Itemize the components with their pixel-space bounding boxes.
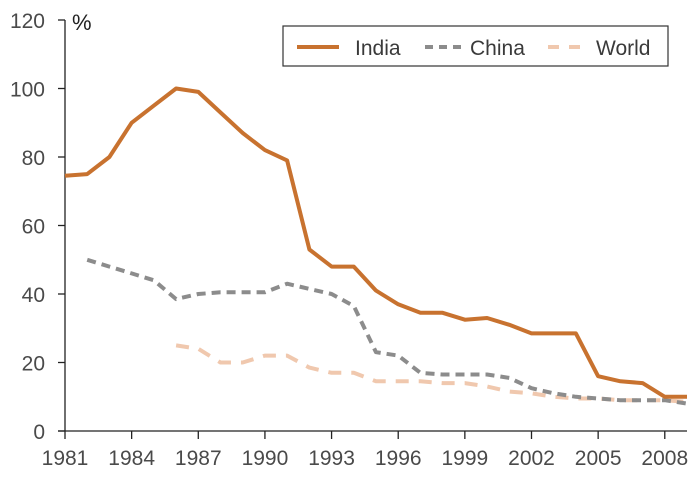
y-axis-unit-label: % <box>72 10 92 35</box>
y-tick-label: 40 <box>22 284 45 307</box>
y-tick-label: 0 <box>33 421 45 444</box>
x-tick-label: 2008 <box>641 447 688 470</box>
data-point-china <box>552 391 556 395</box>
series-line-china <box>86 257 688 406</box>
x-tick-label: 1981 <box>42 447 89 470</box>
legend-box <box>282 25 669 67</box>
x-tick-label: 1993 <box>308 447 355 470</box>
legend-label-world: World <box>596 37 650 60</box>
legend-label-india: India <box>355 37 401 60</box>
data-point-china <box>396 354 400 358</box>
data-point-world <box>596 397 600 401</box>
legend-label-china: China <box>470 37 525 60</box>
data-point-china <box>352 304 356 308</box>
x-tick-label: 1999 <box>441 447 488 470</box>
x-tick-label: 1984 <box>108 447 155 470</box>
series-line-world <box>175 343 688 404</box>
x-tick-label: 2005 <box>575 447 622 470</box>
data-point-world <box>641 398 645 402</box>
x-tick-label: 1987 <box>175 447 222 470</box>
series-lines <box>64 86 688 406</box>
y-tick-label: 60 <box>22 216 45 239</box>
x-tick-label: 2002 <box>508 447 555 470</box>
x-axis: 1981 1984 1987 1990 1993 1996 1999 2002 2005 2008 <box>42 430 688 470</box>
x-tick-label: 1996 <box>375 447 422 470</box>
y-tick-label: 120 <box>10 10 45 33</box>
y-tick-label: 80 <box>22 147 45 170</box>
y-tick-label: 20 <box>22 353 45 376</box>
x-tick-label: 1990 <box>242 447 289 470</box>
series-line-india <box>64 86 687 399</box>
y-tick-label: 100 <box>10 79 45 102</box>
legend: India China World <box>282 25 669 67</box>
y-axis: 0 20 40 60 80 100 120 <box>10 10 66 444</box>
data-point-world <box>552 395 556 399</box>
